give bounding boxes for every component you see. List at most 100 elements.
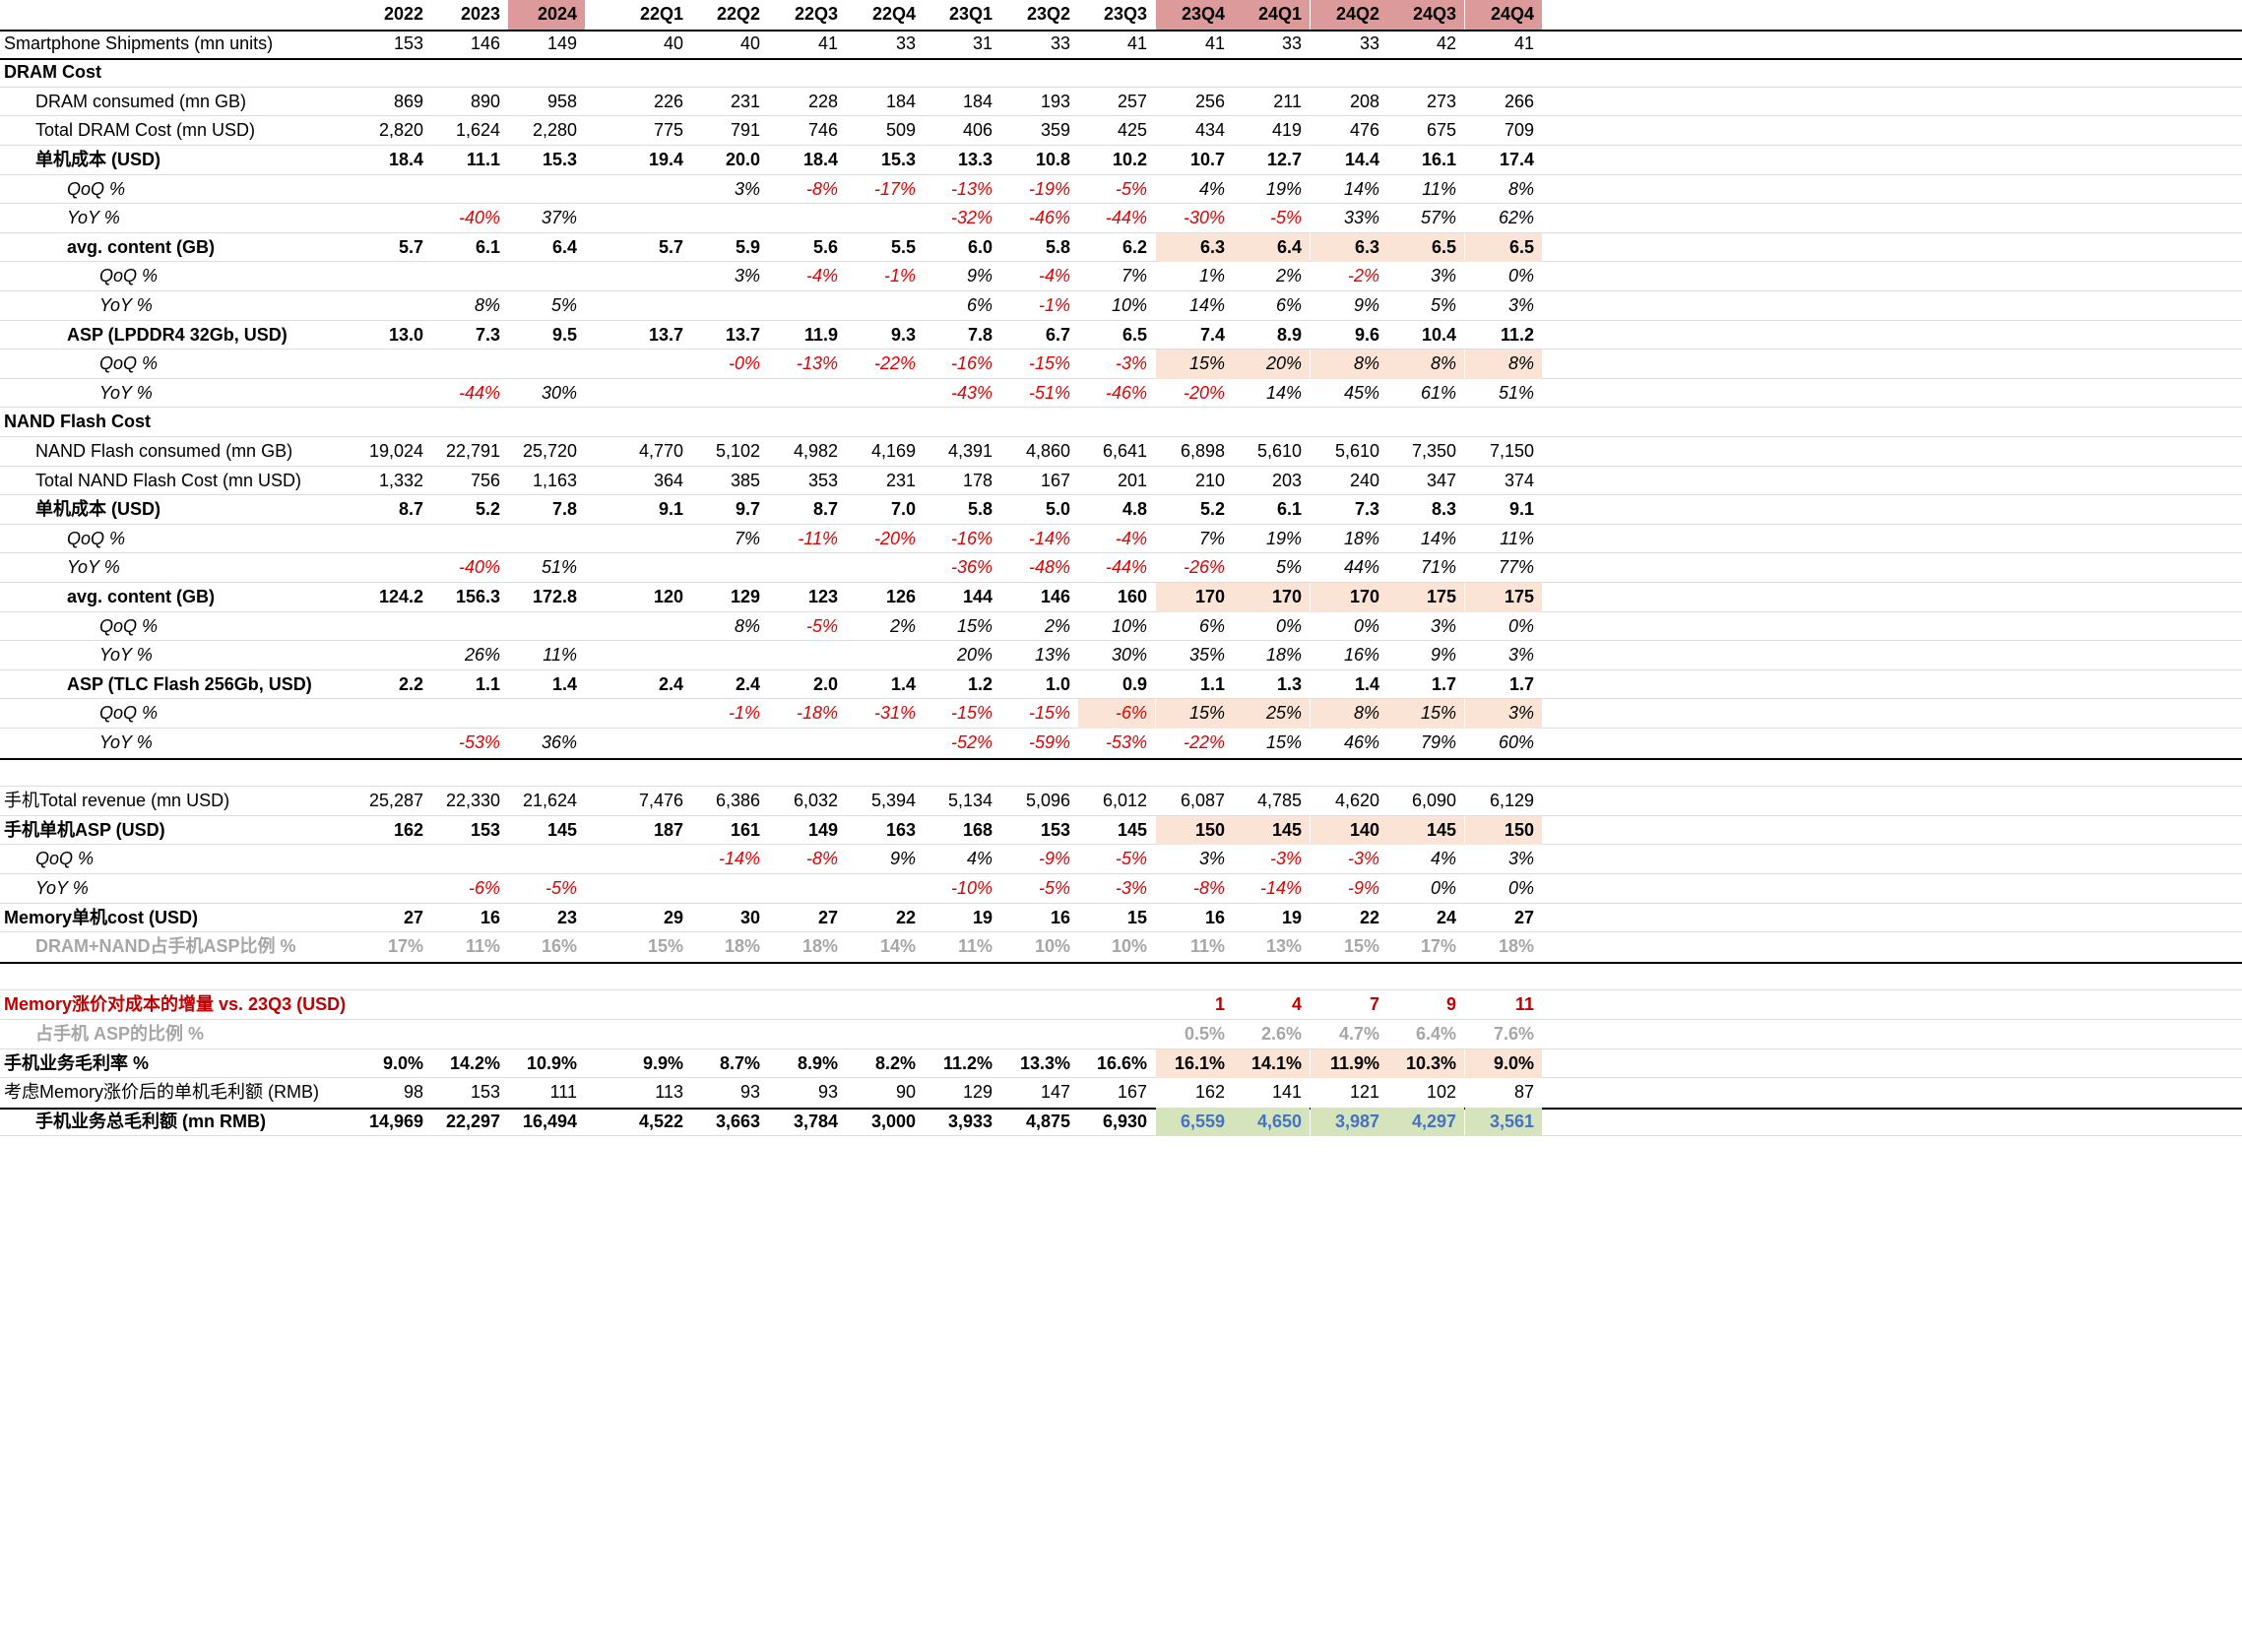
column-header-24q2: 24Q2 (1311, 0, 1387, 30)
row-value: 16.1 (1421, 150, 1456, 169)
row-value (691, 379, 768, 409)
row-value (847, 553, 924, 583)
row-value: 226 (653, 91, 683, 111)
row-value: 6% (1198, 615, 1225, 636)
row-value: 11% (1500, 528, 1534, 548)
row-value: 7,350 (1411, 441, 1456, 461)
row-value: 187 (653, 819, 683, 840)
table-row: 占手机 ASP的比例 % 0.5% 2.6% 4.7% 6.4% 7.6% (0, 1020, 2242, 1049)
row-value: 102 (1426, 1082, 1456, 1103)
row-value: -11% (798, 528, 838, 548)
row-value: 19.4 (648, 150, 683, 169)
table-row: QoQ % 8% -5% 2% 15% 2% 10% 6% 0% 0% 3% 0% (0, 612, 2242, 642)
row-value: 4,620 (1334, 791, 1379, 811)
row-value: 5,610 (1256, 441, 1302, 461)
row-value: 1.4 (1354, 673, 1379, 694)
row-value: 8% (734, 615, 760, 636)
row-value: 4% (1430, 849, 1456, 869)
row-value: 93 (817, 1082, 838, 1103)
row-value: 353 (807, 470, 838, 490)
row-value (1001, 990, 1078, 1020)
row-value: -15% (1028, 353, 1070, 374)
row-label: 手机单机ASP (USD) (4, 819, 165, 840)
row-value: 16,494 (522, 1111, 577, 1131)
row-value: 7,150 (1489, 441, 1534, 461)
row-value: 17% (1420, 936, 1456, 957)
row-value: 775 (653, 120, 683, 141)
row-value: 3% (1430, 615, 1456, 636)
row-value: 29 (663, 907, 683, 927)
row-value: 7.0 (890, 499, 916, 520)
row-value: 18.4 (388, 150, 423, 169)
row-value: 0% (1275, 615, 1302, 636)
row-value: 5.5 (890, 236, 916, 257)
row-value (614, 874, 691, 904)
row-value (431, 699, 508, 729)
row-value: 11% (1189, 936, 1225, 957)
row-label: QoQ % (35, 849, 95, 869)
row-label: NAND Flash Cost (4, 412, 152, 432)
row-value (847, 729, 924, 758)
row-value: 6.0 (967, 236, 993, 257)
row-value: -53% (458, 732, 500, 752)
column-header-24q1: 24Q1 (1233, 0, 1310, 30)
row-value: 11.9 (803, 324, 838, 345)
row-label: Smartphone Shipments (mn units) (4, 32, 274, 53)
column-header-23q3: 23Q3 (1103, 4, 1147, 24)
row-value: 20.0 (725, 150, 760, 169)
row-value: 228 (807, 91, 838, 111)
row-value: 7,476 (638, 791, 683, 811)
row-value: -30% (1183, 208, 1225, 228)
row-value: -13% (796, 353, 838, 374)
table-row: 手机业务毛利率 % 9.0% 14.2% 10.9% 9.9% 8.7% 8.9% 8.2% 1… (0, 1048, 2242, 1079)
row-value: 5.6 (812, 236, 838, 257)
row-label: YoY % (67, 208, 120, 228)
row-value: 15% (1156, 699, 1233, 729)
table-row: Memory涨价对成本的增量 vs. 23Q3 (USD) 1 4 7 9 11 (0, 990, 2242, 1020)
row-value: -3% (1115, 878, 1147, 898)
row-value: 8.9% (797, 1052, 838, 1073)
row-value: 41 (1204, 32, 1225, 53)
row-value: 5% (1430, 295, 1456, 315)
row-value: 208 (1349, 91, 1379, 111)
row-value: -16% (950, 528, 993, 548)
row-value: 144 (962, 587, 993, 606)
row-value: 37% (541, 208, 577, 228)
row-value: -9% (1038, 849, 1070, 869)
row-value: 7.8 (551, 499, 577, 520)
row-value: -14% (1028, 528, 1070, 548)
row-value: 1.2 (967, 673, 993, 694)
row-value (354, 874, 431, 904)
row-value (1078, 990, 1155, 1020)
row-value: 9 (1445, 994, 1456, 1015)
row-value (354, 349, 431, 379)
row-label: DRAM Cost (4, 62, 101, 83)
row-value: 121 (1349, 1082, 1379, 1103)
row-value (614, 379, 691, 409)
table-row: DRAM+NAND占手机ASP比例 % 17% 11% 16% 15% 18% 18% 14%… (0, 932, 2242, 964)
row-value: 25,287 (368, 791, 423, 811)
row-value (354, 612, 431, 642)
row-value: -44% (458, 382, 500, 403)
row-value: 2% (889, 615, 916, 636)
row-value: 153 (470, 819, 500, 840)
row-value (614, 262, 691, 291)
row-value: -46% (1105, 382, 1147, 403)
row-value: -1% (883, 266, 916, 286)
row-value (847, 291, 924, 321)
table-row: QoQ % 7% -11% -20% -16% -14% -4% 7% 19% 18% 14% 11% (0, 525, 2242, 554)
row-value: 1.7 (1508, 673, 1534, 694)
row-value: 7% (1121, 266, 1147, 286)
row-value: 0% (1507, 615, 1534, 636)
row-value: 16 (1204, 907, 1225, 927)
row-value: -14% (718, 849, 760, 869)
row-value: 45% (1343, 382, 1379, 403)
row-value: 184 (885, 91, 916, 111)
row-value: 10% (1111, 936, 1147, 957)
row-value: 4,785 (1256, 791, 1302, 811)
row-value: 4,650 (1233, 1107, 1310, 1137)
row-value: 6.2 (1121, 236, 1147, 257)
row-value: 3% (734, 178, 760, 199)
row-value: 7 (1369, 994, 1379, 1015)
row-value: 6,386 (715, 791, 760, 811)
